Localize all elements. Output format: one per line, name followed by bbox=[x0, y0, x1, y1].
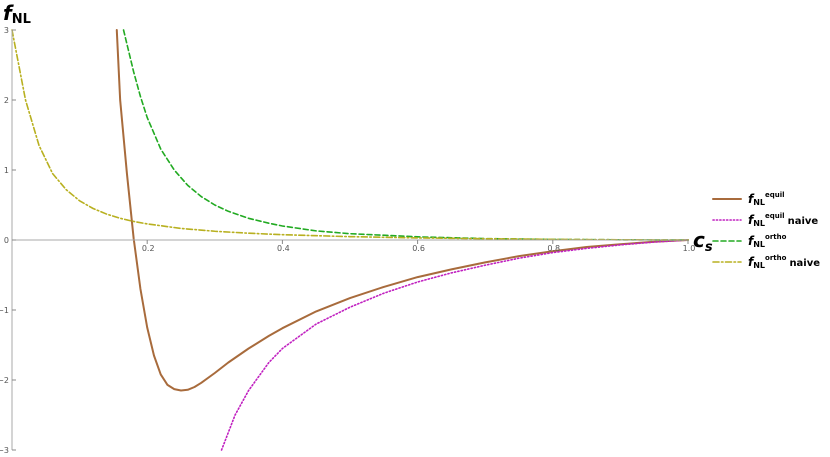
x-tick-label: 1.0 bbox=[683, 244, 696, 253]
y-tick-label: −1 bbox=[0, 306, 9, 315]
x-tick-label: 0.8 bbox=[547, 244, 560, 253]
y-axis-title: fNL bbox=[3, 1, 31, 27]
x-ticks: 0.2 0.4 0.6 0.8 1.0 bbox=[142, 240, 696, 253]
y-ticks: −3 −2 −1 0 1 2 3 bbox=[0, 26, 16, 455]
plot-lines bbox=[11, 29, 689, 451]
axes bbox=[11, 30, 688, 450]
y-tick-label: 1 bbox=[4, 166, 9, 175]
legend-label-0: fNLequil bbox=[748, 191, 785, 207]
x-tick-label: 0.4 bbox=[277, 244, 290, 253]
legend: fNLequil fNLequil naive fNLortho fNLortho nai… bbox=[712, 191, 820, 270]
legend-label-1: fNLequil naive bbox=[748, 212, 818, 228]
x-tick-label: 0.2 bbox=[142, 244, 155, 253]
series-line-1 bbox=[220, 239, 689, 451]
y-tick-label: −2 bbox=[0, 376, 9, 385]
y-tick-label: −3 bbox=[0, 446, 9, 455]
legend-label-2: fNLortho bbox=[748, 233, 787, 249]
x-axis-title: cs bbox=[693, 228, 713, 255]
y-tick-label: 3 bbox=[4, 26, 9, 35]
series-line-2 bbox=[122, 29, 689, 241]
x-tick-label: 0.6 bbox=[412, 244, 425, 253]
y-tick-label: 2 bbox=[4, 96, 9, 105]
series-line-3 bbox=[11, 29, 689, 241]
series-line-0 bbox=[115, 29, 689, 392]
legend-label-3: fNLortho naive bbox=[748, 254, 820, 270]
y-tick-label: 0 bbox=[4, 236, 9, 245]
